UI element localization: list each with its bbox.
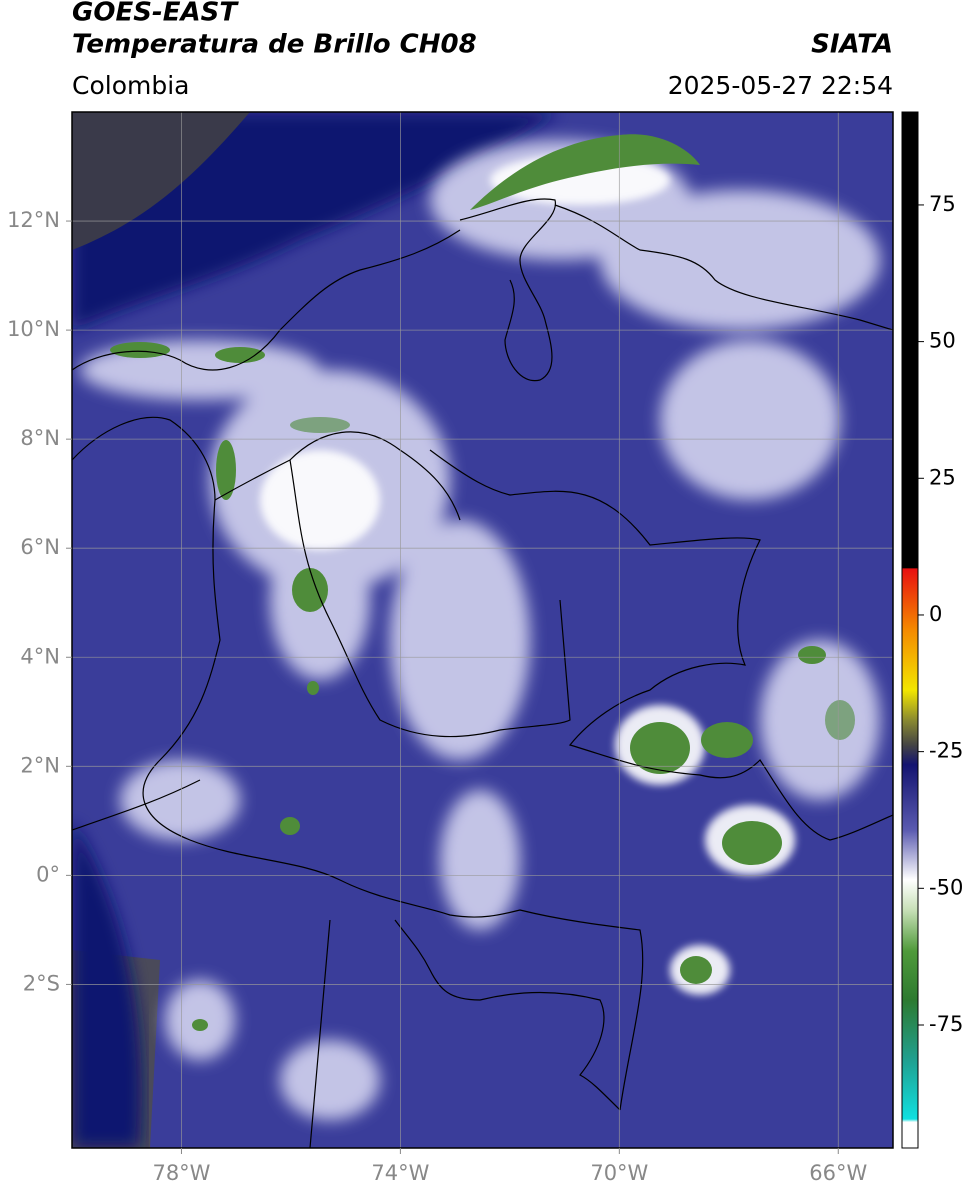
source: SIATA (811, 30, 893, 60)
x-tick-label: 78°W (152, 1161, 210, 1185)
satellite-image (72, 112, 893, 1148)
colorbar-tick-label: 0 (929, 602, 942, 626)
y-tick-label: 8°N (20, 426, 60, 450)
x-tick-label: 74°W (371, 1161, 429, 1185)
map-frame (71, 111, 894, 1149)
colorbar-tick-label: 50 (929, 329, 956, 353)
y-tick-label: 12°N (7, 208, 60, 232)
y-tick-label: 4°N (20, 644, 60, 668)
colorbar-tick-label: -50 (929, 875, 963, 899)
colorbar-tick-label: -25 (929, 739, 963, 763)
subtitle: Temperatura de Brillo CH08 (72, 30, 477, 60)
y-tick-label: 10°N (7, 317, 60, 341)
colorbar-tick-label: 25 (929, 465, 956, 489)
colorbar (901, 111, 919, 1149)
timestamp: 2025-05-27 22:54 (668, 71, 893, 100)
colorbar-tick-label: 75 (929, 192, 956, 216)
colorbar-tick-label: -75 (929, 1012, 963, 1036)
x-tick-label: 66°W (809, 1161, 867, 1185)
title: GOES-EAST (72, 0, 239, 28)
x-tick-label: 70°W (590, 1161, 648, 1185)
y-tick-label: 2°S (23, 971, 60, 995)
region: Colombia (72, 71, 189, 100)
y-tick-label: 0° (36, 862, 60, 886)
y-tick-label: 6°N (20, 535, 60, 559)
y-tick-label: 2°N (20, 753, 60, 777)
grid (72, 112, 893, 1148)
